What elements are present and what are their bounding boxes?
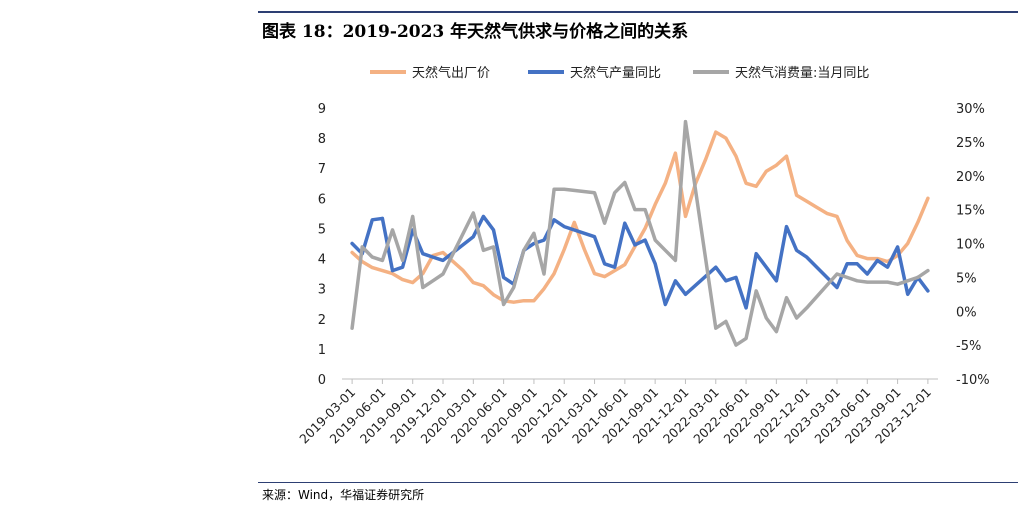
chart-axes: 0123456789-10%-5%0%5%10%15%20%25%30%2019… [296, 102, 989, 446]
y-right-tick-label: 0% [956, 305, 977, 320]
y-right-tick-label: -5% [956, 339, 981, 354]
line-chart: 天然气出厂价 天然气产量同比 天然气消费量:当月同比 0 1 2 3 4 5 6 7 8 9 -10% -… [296, 65, 989, 446]
source-note: 来源：Wind，华福证券研究所 [262, 488, 425, 502]
y-right-tick-label: 25% [956, 136, 985, 151]
legend-label: 天然气出厂价 [412, 65, 490, 81]
y-right-tick-label: -10% [956, 373, 990, 388]
y-left-tick-label: 4 [318, 253, 326, 268]
y-left-tick-label: 1 [318, 343, 326, 358]
y-left-tick-label: 7 [318, 162, 326, 177]
y-left-tick-label: 5 [318, 222, 326, 237]
y-left-tick-label: 0 [318, 373, 326, 388]
y-left-tick-label: 2 [318, 313, 326, 328]
top-rule [258, 11, 1018, 13]
series-line [350, 214, 930, 310]
legend-label: 天然气产量同比 [570, 65, 661, 81]
y-right-tick-label: 20% [956, 170, 985, 185]
y-left-tick-label: 8 [318, 132, 326, 147]
legend-label: 天然气消费量:当月同比 [735, 65, 869, 81]
bottom-rule [258, 482, 1018, 483]
chart-series [350, 119, 930, 347]
y-right-tick-label: 15% [956, 204, 985, 219]
y-right-tick-label: 10% [956, 238, 985, 253]
y-left-tick-label: 3 [318, 283, 326, 298]
y-left-tick-label: 9 [318, 102, 326, 117]
chart-legend: 天然气出厂价 天然气产量同比 天然气消费量:当月同比 [370, 65, 869, 81]
series-line [350, 119, 930, 347]
y-left-tick-label: 6 [318, 192, 326, 207]
y-right-tick-label: 5% [956, 271, 977, 286]
y-right-tick-label: 30% [956, 102, 985, 117]
figure-title: 图表 18：2019-2023 年天然气供求与价格之间的关系 [262, 22, 689, 42]
